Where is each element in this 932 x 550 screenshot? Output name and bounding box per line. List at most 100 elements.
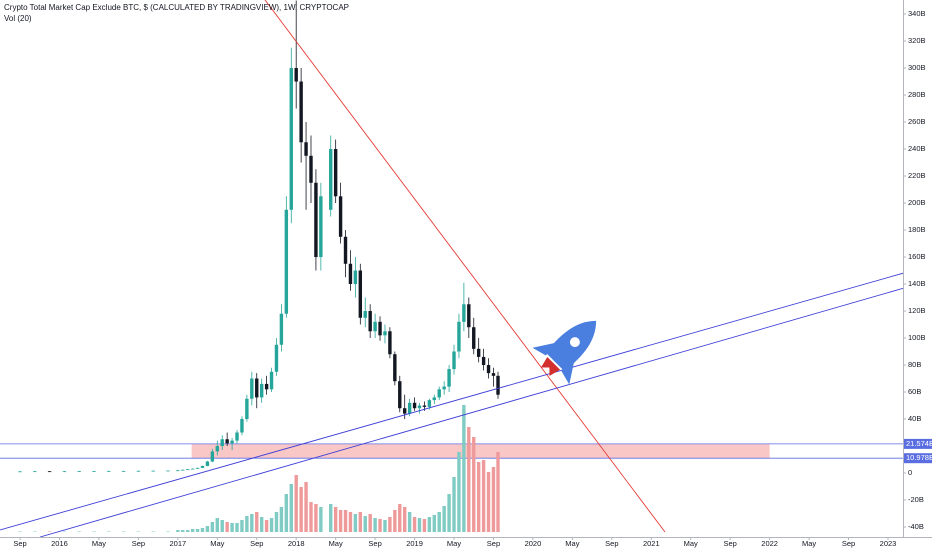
candle-body bbox=[294, 68, 298, 82]
volume-bar bbox=[304, 482, 308, 532]
candle-body bbox=[240, 419, 244, 433]
volume-bar bbox=[412, 517, 417, 532]
candle-body bbox=[496, 375, 500, 395]
x-tick-label: Sep bbox=[368, 539, 381, 548]
candle-body bbox=[358, 270, 363, 318]
y-tick-label: 320B bbox=[908, 36, 926, 45]
x-tick-label: May bbox=[565, 539, 579, 548]
candle-body bbox=[329, 149, 333, 210]
candle-body bbox=[269, 371, 274, 390]
y-tick-label: 140B bbox=[908, 279, 926, 288]
volume-bar bbox=[383, 520, 387, 532]
y-tick-label: 240B bbox=[908, 144, 926, 153]
x-tick-label: 2017 bbox=[169, 539, 186, 548]
candle-body bbox=[373, 321, 377, 332]
candle-body bbox=[18, 471, 22, 473]
x-tick-label: 2018 bbox=[288, 539, 305, 548]
volume-bar bbox=[319, 507, 323, 532]
volume-bar bbox=[205, 526, 210, 532]
candle-body bbox=[47, 471, 52, 473]
volume-bar bbox=[491, 467, 496, 532]
x-tick-label: Sep bbox=[842, 539, 855, 548]
x-tick-label: May bbox=[92, 539, 106, 548]
candle-body bbox=[353, 270, 358, 285]
candle-body bbox=[462, 304, 466, 322]
candle-body bbox=[274, 344, 279, 372]
candle-body bbox=[210, 451, 215, 462]
candle-body bbox=[398, 381, 402, 409]
volume-bar bbox=[353, 514, 358, 532]
candle-body bbox=[215, 446, 219, 452]
candle-body bbox=[205, 461, 210, 466]
volume-bar bbox=[496, 452, 500, 532]
volume-bar bbox=[333, 507, 338, 532]
x-tick-label: May bbox=[802, 539, 816, 548]
volume-bar bbox=[225, 522, 229, 532]
candle-body bbox=[363, 311, 367, 318]
volume-bar bbox=[284, 494, 289, 532]
volume-bar bbox=[151, 531, 155, 532]
y-tick-label: 80B bbox=[908, 360, 921, 369]
x-tick-label: Sep bbox=[724, 539, 737, 548]
volume-bar bbox=[289, 484, 293, 532]
candle-body bbox=[378, 321, 382, 336]
candle-body bbox=[33, 471, 37, 473]
candle-body bbox=[284, 209, 289, 314]
volume-bar bbox=[33, 531, 37, 532]
volume-bar bbox=[230, 523, 234, 532]
candle-body bbox=[92, 471, 96, 472]
x-tick-label: Sep bbox=[132, 539, 145, 548]
y-tick-label: 280B bbox=[908, 90, 926, 99]
x-tick-label: 2016 bbox=[51, 539, 68, 548]
candle-body bbox=[383, 331, 387, 336]
volume-bar bbox=[417, 518, 422, 532]
volume-bar bbox=[176, 530, 180, 532]
volume-bar bbox=[279, 507, 284, 532]
volume-bar bbox=[402, 507, 407, 532]
x-tick-label: Sep bbox=[250, 539, 263, 548]
y-tick-label: 180B bbox=[908, 225, 926, 234]
volume-bar bbox=[121, 531, 126, 532]
y-tick-label: 340B bbox=[908, 9, 926, 18]
candle-body bbox=[422, 405, 427, 407]
volume-bar bbox=[200, 528, 205, 532]
candle-body bbox=[319, 196, 323, 258]
zone bbox=[191, 443, 770, 459]
volume-bar bbox=[358, 512, 363, 532]
rocket-icon bbox=[532, 320, 597, 385]
plot-area bbox=[0, 0, 903, 537]
candle-body bbox=[181, 469, 185, 471]
candle-body bbox=[107, 470, 111, 472]
volume-bar bbox=[274, 512, 279, 532]
volume-bar bbox=[348, 512, 353, 532]
candle-body bbox=[442, 386, 446, 390]
volume-bar bbox=[166, 531, 170, 532]
candle-body bbox=[476, 348, 481, 357]
candle-body bbox=[151, 470, 155, 472]
volume-bar bbox=[245, 516, 249, 532]
x-tick-label: May bbox=[210, 539, 224, 548]
volume-bar bbox=[363, 516, 367, 532]
volume-bar bbox=[181, 530, 185, 532]
volume-bar bbox=[422, 519, 427, 532]
y-tick-label: -40B bbox=[908, 522, 924, 531]
candle-body bbox=[299, 81, 303, 143]
volume-bar bbox=[215, 518, 219, 532]
x-tick-label: Sep bbox=[487, 539, 500, 548]
volume-bar bbox=[264, 520, 269, 532]
trend-line bbox=[0, 272, 903, 531]
volume-bar bbox=[462, 405, 466, 532]
candle-body bbox=[368, 311, 372, 332]
volume-bar bbox=[235, 523, 239, 532]
x-tick-label: 2022 bbox=[761, 539, 778, 548]
trend-line bbox=[39, 287, 903, 537]
level-tag bbox=[904, 453, 932, 464]
candle-body bbox=[314, 182, 318, 258]
volume-bar bbox=[309, 502, 313, 532]
x-tick-label: 2019 bbox=[406, 539, 423, 548]
candle-body bbox=[245, 398, 249, 420]
volume-bar bbox=[388, 517, 392, 532]
candle-body bbox=[121, 470, 126, 472]
